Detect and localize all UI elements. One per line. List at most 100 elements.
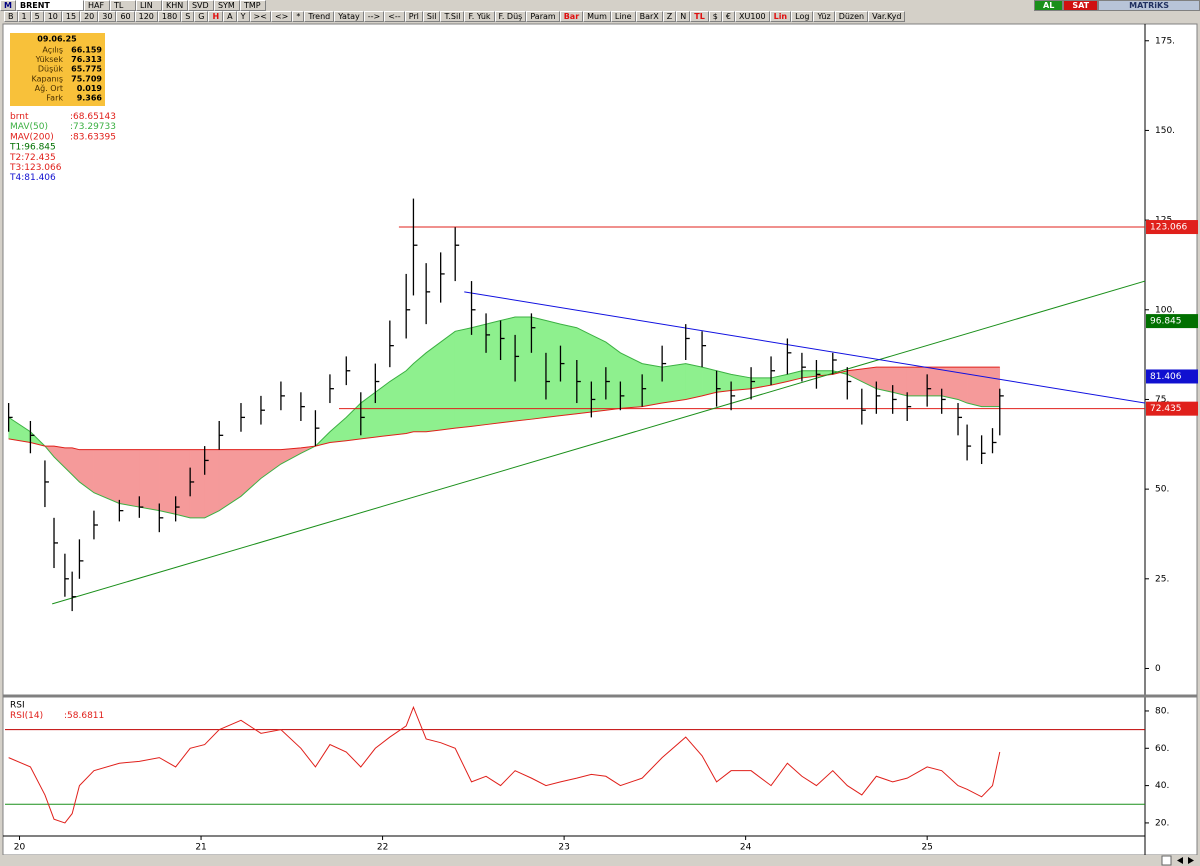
info-value: 75.709: [71, 74, 102, 83]
toolbar-button[interactable]: 120: [134, 11, 158, 22]
toolbar-button[interactable]: F. Düş: [494, 11, 527, 22]
toolbar-button[interactable]: Z: [662, 11, 677, 22]
toolbar-button[interactable]: B: [4, 11, 18, 22]
toolbar-button[interactable]: Line: [610, 11, 636, 22]
toolbar-button[interactable]: Log: [791, 11, 814, 22]
legend-entry: T2:72.435: [9, 152, 56, 162]
toolbar-button[interactable]: SAT: [1063, 0, 1099, 11]
y-tick-label: 150.: [1155, 126, 1175, 136]
toolbar-button[interactable]: SVD: [187, 0, 214, 11]
toolbar-button[interactable]: Mum: [583, 11, 611, 22]
toolbar-button[interactable]: XU100: [734, 11, 770, 22]
toolbar-button[interactable]: TMP: [239, 0, 266, 11]
mav-band: [701, 366, 717, 397]
mav-band: [605, 341, 621, 411]
mav-band: [514, 316, 532, 422]
legend-name: MAV(50): [10, 122, 48, 132]
toolbar-button[interactable]: <>: [270, 11, 293, 22]
y-tick-label: 100.: [1155, 305, 1175, 315]
toolbar-button[interactable]: 30: [98, 11, 117, 22]
toolbar-button[interactable]: -->: [363, 11, 385, 22]
toolbar-button[interactable]: HAF: [83, 0, 110, 11]
y-tick-label: 80.: [1155, 706, 1169, 716]
info-label: Ağ. Ort: [35, 84, 63, 93]
panel-title: RSI: [10, 701, 25, 711]
toolbar-button[interactable]: LIN: [135, 0, 162, 11]
legend-entry: MAV(50) :73.29733: [10, 122, 116, 132]
toolbar-button[interactable]: Trend: [304, 11, 335, 22]
mav-band: [139, 449, 160, 511]
info-value: 0.019: [77, 84, 103, 93]
toolbar-button[interactable]: *: [292, 11, 305, 22]
nav-left[interactable]: [1177, 857, 1183, 864]
toolbar-button[interactable]: Param: [526, 11, 560, 22]
legend-entry: T3:123.066: [9, 163, 62, 173]
toolbar-button[interactable]: TL: [690, 11, 709, 22]
level-value: 123.066: [1150, 223, 1187, 233]
toolbar-button[interactable]: 20: [80, 11, 99, 22]
toolbar-button[interactable]: ><: [249, 11, 271, 22]
legend-entry: brnt:68.65143: [10, 112, 116, 122]
logo[interactable]: M: [0, 0, 16, 11]
mav-band: [591, 334, 607, 413]
legend-value: :73.29733: [70, 122, 116, 132]
level-box: [1146, 314, 1198, 329]
legend-value: :83.63395: [70, 132, 116, 142]
toolbar-button[interactable]: 1: [17, 11, 31, 22]
toolbar-button[interactable]: N: [676, 11, 691, 22]
y-tick-label: 50.: [1155, 485, 1169, 495]
toolbar-button[interactable]: Lin: [769, 11, 792, 22]
toolbar-button[interactable]: BRENT: [15, 0, 84, 11]
toolbar-button[interactable]: Y: [236, 11, 250, 22]
level-box: [1146, 401, 1198, 416]
toolbar-button[interactable]: S: [181, 11, 195, 22]
nav-button[interactable]: [1161, 855, 1172, 866]
y-tick-label: 60.: [1155, 744, 1169, 754]
toolbar-button[interactable]: KHN: [161, 0, 188, 11]
toolbar-button[interactable]: Yatay: [334, 11, 364, 22]
legend-name: T3:123.066: [9, 163, 62, 173]
toolbar-button[interactable]: Var.Kyd: [868, 11, 906, 22]
rsi-line: [8, 705, 1001, 824]
toolbar-button[interactable]: Düzen: [834, 11, 869, 22]
toolbar-button[interactable]: SYM: [213, 0, 240, 11]
y-tick-label: 20.: [1155, 818, 1169, 828]
mav-band: [892, 366, 908, 397]
mav-band: [454, 327, 472, 429]
y-tick-label: 40.: [1155, 781, 1169, 791]
toolbar-button[interactable]: 10: [43, 11, 62, 22]
toolbar-button[interactable]: Sil: [422, 11, 441, 22]
toolbar-button[interactable]: 180: [157, 11, 182, 22]
toolbar-button[interactable]: Bar: [559, 11, 584, 22]
nav-right[interactable]: [1188, 857, 1194, 864]
y-tick-label: 25.: [1155, 574, 1169, 584]
x-tick-label: 22: [377, 843, 388, 853]
toolbar-row: B 1 5 10 15 20 30 60 120 180 S G H A Y >< <> * Trend Yatay -…: [4, 11, 906, 22]
mav-band: [500, 316, 516, 424]
toolbar-button[interactable]: A: [223, 11, 237, 22]
toolbar-button[interactable]: H: [208, 11, 224, 22]
toolbar-button[interactable]: <--: [384, 11, 405, 22]
mav-band: [159, 449, 176, 515]
toolbar-button[interactable]: 15: [61, 11, 81, 22]
toolbar-button[interactable]: TL: [109, 0, 136, 11]
toolbar-button[interactable]: G: [194, 11, 209, 22]
toolbar-button[interactable]: €: [721, 11, 735, 22]
toolbar-button[interactable]: BarX: [635, 11, 663, 22]
toolbar-button[interactable]: AL: [1034, 0, 1064, 11]
toolbar-button[interactable]: F. Yük: [464, 11, 495, 22]
toolbar-button[interactable]: $: [708, 11, 722, 22]
toolbar-button[interactable]: 60: [116, 11, 135, 22]
x-tick-label: 25: [921, 843, 932, 853]
toolbar-button[interactable]: Yüz: [813, 11, 835, 22]
toolbar-button[interactable]: 5: [30, 11, 44, 22]
x-tick-label: 21: [195, 843, 206, 853]
toolbar-button[interactable]: MATRiKS: [1098, 0, 1200, 11]
toolbar-button[interactable]: T.Sil: [440, 11, 465, 22]
mav-band: [576, 327, 592, 415]
mav-band: [992, 366, 1001, 407]
toolbar-row: M BRENT HAF TL LIN KHN SVD SYM TMP: [0, 0, 266, 11]
toolbar-button[interactable]: Prl: [404, 11, 423, 22]
y-tick-label: 0: [1155, 664, 1161, 674]
